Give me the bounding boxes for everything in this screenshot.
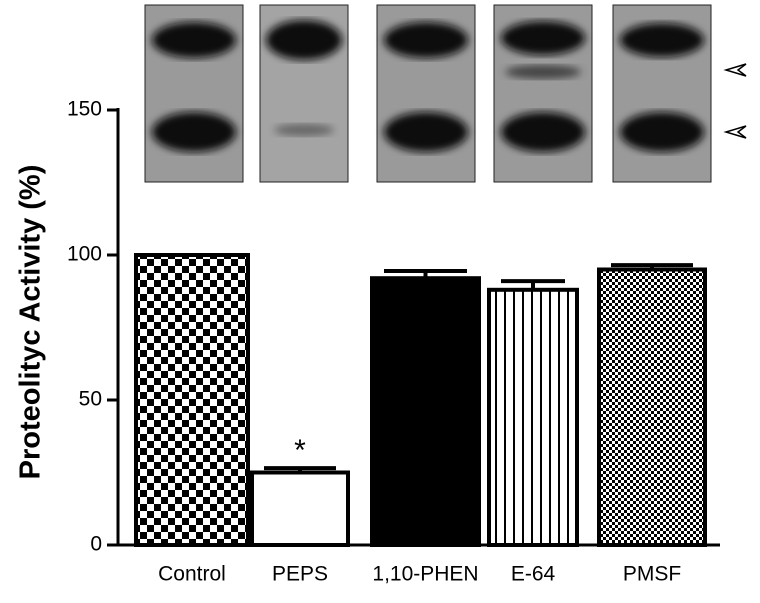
arrowhead	[723, 63, 747, 77]
gel-lane	[144, 4, 244, 183]
y-tick-label: 0	[90, 533, 102, 556]
error-bar	[264, 466, 336, 473]
y-tick-label: 100	[67, 243, 102, 266]
gel-lane	[259, 4, 349, 183]
x-tick-label: PEPS	[272, 563, 328, 586]
bar	[487, 287, 579, 547]
gel-lane	[612, 4, 712, 183]
y-tick-label: 150	[67, 98, 102, 121]
bar	[134, 253, 250, 547]
error-bar	[611, 263, 693, 270]
annotation: *	[294, 434, 306, 467]
gel-lane	[493, 4, 593, 183]
arrowhead	[723, 125, 747, 139]
bar	[250, 470, 350, 547]
error-bar	[384, 268, 467, 279]
x-tick-label: PMSF	[623, 563, 681, 586]
error-bar	[501, 279, 565, 290]
bar	[597, 267, 707, 547]
y-axis-label: Proteolityc Activity (%)	[15, 165, 47, 480]
gel-images	[144, 4, 747, 183]
y-tick-label: 50	[79, 388, 102, 411]
gel-lane	[376, 4, 476, 183]
x-tick-label: E-64	[511, 563, 556, 586]
bar	[370, 276, 481, 547]
x-tick-label: 1,10-PHEN	[372, 563, 478, 586]
x-tick-label: Control	[158, 563, 226, 586]
